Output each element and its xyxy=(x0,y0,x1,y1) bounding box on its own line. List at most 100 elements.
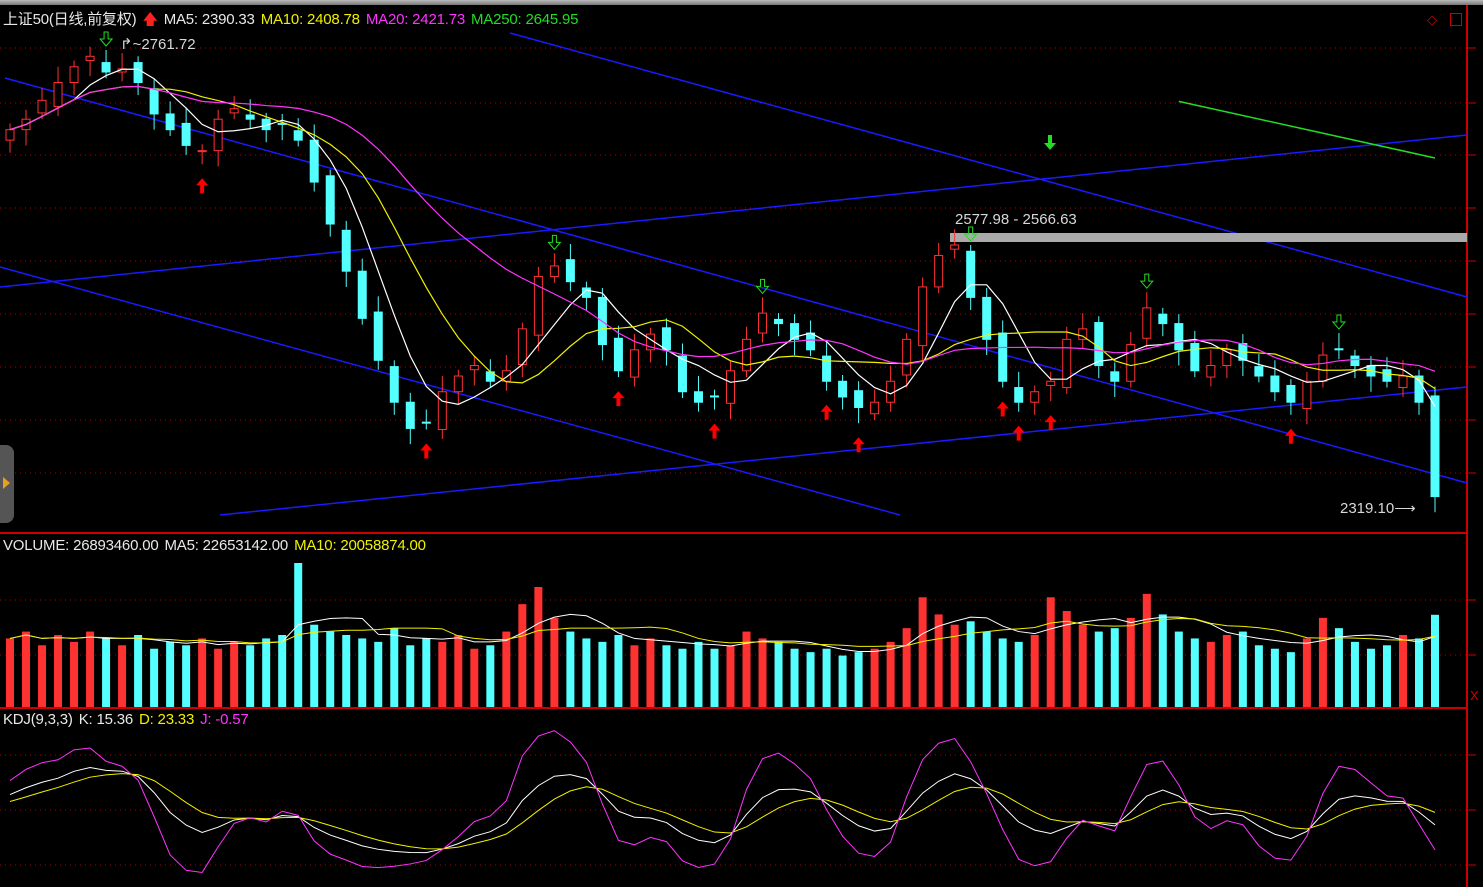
trendline xyxy=(219,386,1468,516)
candle-body xyxy=(982,296,992,340)
candle-body xyxy=(133,62,143,83)
ma250-value: MA250: 2645.95 xyxy=(471,11,579,28)
candle-body xyxy=(421,421,431,424)
volume-bar xyxy=(150,648,159,707)
volume-bar xyxy=(1206,641,1215,707)
candle-body xyxy=(1398,375,1408,389)
buy-arrow-icon xyxy=(420,443,433,459)
volume-bar xyxy=(1046,597,1055,707)
candle-body xyxy=(469,365,479,371)
volume-value: VOLUME: 26893460.00 xyxy=(3,537,159,554)
candle-body xyxy=(838,380,848,398)
candle-body xyxy=(389,366,399,403)
trendline xyxy=(0,134,1468,288)
high-price-label: ↱~2761.72 xyxy=(120,36,196,53)
buy-arrow-icon xyxy=(996,401,1009,417)
candle-body xyxy=(661,327,671,351)
candle-body xyxy=(1334,348,1344,351)
candle-body xyxy=(5,129,15,141)
candle-body xyxy=(405,401,415,429)
buy-arrow-icon xyxy=(1284,428,1297,444)
volume-bar xyxy=(950,624,959,707)
volume-bar xyxy=(550,617,559,707)
candle-body xyxy=(1014,387,1024,403)
trendline xyxy=(4,77,1468,484)
buy-arrow-icon xyxy=(820,404,833,420)
sell-arrow-icon xyxy=(1139,273,1154,289)
candle-body xyxy=(181,122,191,146)
volume-bar xyxy=(758,638,767,707)
candle-body xyxy=(229,108,239,114)
side-panel-toggle[interactable] xyxy=(0,445,14,523)
buy-arrow-icon xyxy=(196,178,209,194)
volume-bar xyxy=(134,635,143,707)
volume-bar xyxy=(934,614,943,707)
candle-body xyxy=(533,275,543,336)
volume-bar xyxy=(614,635,623,707)
close-icon[interactable]: X xyxy=(1470,688,1479,703)
volume-bar xyxy=(982,631,991,707)
volume-bar xyxy=(630,645,639,707)
volume-bar xyxy=(582,638,591,707)
volume-bar xyxy=(310,624,319,707)
candle-body xyxy=(1110,371,1120,382)
candle-body xyxy=(549,265,559,277)
layout-toggle-icon[interactable] xyxy=(1450,13,1462,26)
volume-bar xyxy=(678,648,687,707)
candle-body xyxy=(677,355,687,393)
candle-body xyxy=(806,332,816,351)
volume-bar xyxy=(374,641,383,707)
volume-bar xyxy=(22,631,31,707)
sell-arrow-icon xyxy=(547,234,562,251)
candle-body xyxy=(629,349,639,378)
volume-bar xyxy=(774,641,783,707)
candle-body xyxy=(693,391,703,403)
candle-body xyxy=(870,401,880,415)
buy-arrow-icon xyxy=(852,437,865,453)
kdj-k-line xyxy=(9,766,1436,854)
volume-bar xyxy=(646,638,655,707)
volume-bar xyxy=(1334,628,1343,707)
candle-body xyxy=(373,311,383,361)
volume-bar xyxy=(1254,645,1263,707)
candle-body xyxy=(998,332,1008,382)
volume-bar xyxy=(1431,614,1439,707)
volume-bar xyxy=(262,638,271,707)
low-price-value: 2319.10 xyxy=(1340,500,1395,517)
candle-body xyxy=(1078,328,1088,340)
candle-body xyxy=(85,55,95,61)
candle-body xyxy=(709,395,719,398)
volume-bar xyxy=(214,648,223,707)
candle-body xyxy=(213,118,223,152)
candle-body xyxy=(1062,338,1072,389)
candle-body xyxy=(950,244,960,250)
volume-bar xyxy=(278,635,287,707)
ma250-line xyxy=(1178,100,1436,159)
low-price-label: 2319.10⟶ xyxy=(1340,500,1416,517)
candle-body xyxy=(822,355,832,382)
ma10-line xyxy=(9,85,1436,390)
index-title: 上证50(日线,前复权) xyxy=(3,11,137,28)
candle-body xyxy=(341,229,351,272)
volume-bar xyxy=(1062,611,1071,707)
candle-body xyxy=(1430,395,1440,498)
candle-body xyxy=(774,318,784,325)
volume-bar xyxy=(694,641,703,707)
diamond-icon[interactable]: ◇ xyxy=(1427,12,1437,27)
trendline xyxy=(509,32,1468,298)
candle-body xyxy=(565,259,575,283)
candle-body xyxy=(613,337,623,372)
candle-body xyxy=(1350,355,1360,367)
candle-body xyxy=(1174,323,1184,351)
volume-bar xyxy=(598,641,607,707)
ma20-value: MA20: 2421.73 xyxy=(365,11,465,28)
candle-body xyxy=(1142,307,1152,339)
candle-body xyxy=(53,81,63,108)
candle-body xyxy=(1302,380,1312,410)
candle-body xyxy=(437,391,447,430)
candle-body xyxy=(517,328,527,365)
volume-bar xyxy=(182,645,191,707)
sell-arrow-icon xyxy=(1044,135,1056,150)
volume-ma5-value: MA5: 22653142.00 xyxy=(164,537,289,554)
